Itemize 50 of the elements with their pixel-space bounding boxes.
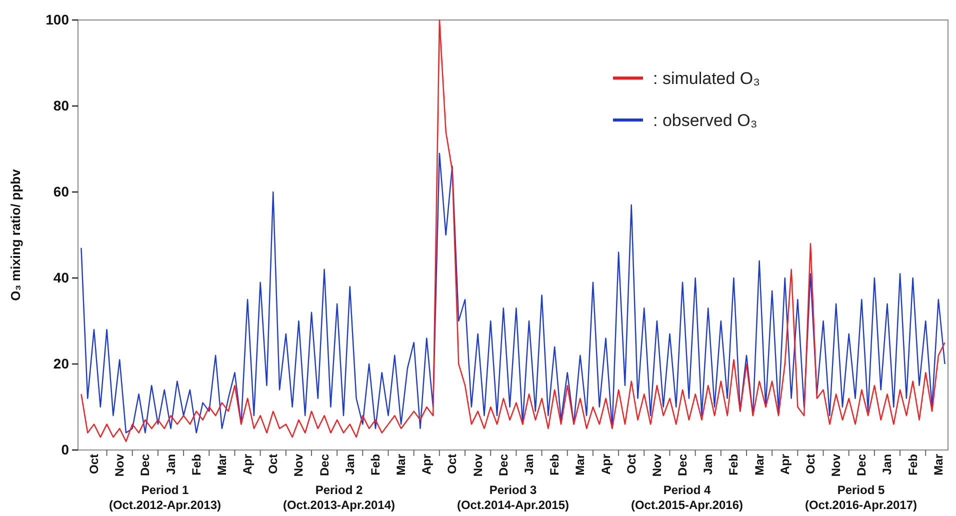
legend-label: : simulated O₃ bbox=[653, 69, 760, 88]
x-tick-label: Dec bbox=[676, 454, 690, 476]
x-tick-label: Feb bbox=[368, 454, 382, 476]
x-tick-label: Apr bbox=[420, 454, 434, 475]
x-tick-label: Nov bbox=[829, 454, 844, 477]
x-tick-label: Mar bbox=[752, 454, 766, 476]
x-tick-label: Mar bbox=[214, 454, 229, 476]
text: Period 5 (Oct.2016-Apr.2017) bbox=[804, 483, 918, 512]
x-tick-label: Nov bbox=[292, 454, 306, 477]
x-tick-label: Mar bbox=[931, 454, 946, 476]
x-tick-label: Feb bbox=[189, 454, 204, 476]
x-tick-label: Nov bbox=[112, 454, 127, 477]
x-tick-label: Oct bbox=[266, 454, 280, 474]
y-tick-label: 100 bbox=[46, 11, 70, 28]
text: Period 4 (Oct.2015-Apr.2016) bbox=[630, 483, 744, 512]
x-tick-label: Dec bbox=[854, 454, 869, 476]
text: Period 1 (Oct.2012-Apr.2013) bbox=[108, 483, 222, 512]
x-tick-label: Dec bbox=[496, 454, 510, 476]
x-tick-label: Oct bbox=[803, 454, 818, 474]
x-tick-label: Oct bbox=[624, 454, 638, 474]
y-axis-title: O₃ mixing ratio/ ppbv bbox=[8, 168, 23, 301]
x-tick-label: Jan bbox=[701, 454, 716, 475]
x-tick-label: Nov bbox=[470, 454, 485, 477]
x-tick-label: Apr bbox=[598, 454, 613, 475]
x-tick-label: Feb bbox=[548, 454, 562, 476]
x-tick-label: Oct bbox=[445, 454, 460, 474]
y-tick-label: 80 bbox=[53, 97, 70, 114]
x-tick-label: Feb bbox=[906, 454, 920, 476]
line-series bbox=[80, 19, 946, 442]
y-tick-label: 60 bbox=[53, 183, 70, 200]
text: Period 2 (Oct.2013-Apr.2014) bbox=[282, 483, 396, 512]
x-tick-label: Jan bbox=[880, 454, 894, 475]
line-series bbox=[80, 152, 946, 434]
text: Period 3 (Oct.2014-Apr.2015) bbox=[456, 483, 570, 512]
x-tick-label: Jan bbox=[164, 454, 178, 475]
x-tick-label: Jan bbox=[522, 454, 536, 475]
x-tick-label: Dec bbox=[317, 454, 332, 476]
x-tick-label: Dec bbox=[138, 454, 152, 476]
y-tick-label: 0 bbox=[61, 441, 70, 458]
x-tick-label: Feb bbox=[726, 454, 741, 476]
x-tick-label: Nov bbox=[650, 454, 664, 477]
x-tick-label: Apr bbox=[778, 454, 792, 475]
x-tick-label: Apr bbox=[240, 454, 255, 475]
y-tick-label: 20 bbox=[53, 355, 70, 372]
x-tick-label: Oct bbox=[86, 454, 101, 474]
legend-label: : observed O₃ bbox=[653, 111, 758, 130]
x-tick-label: Mar bbox=[573, 454, 588, 476]
x-tick-label: Jan bbox=[342, 454, 357, 475]
y-tick-label: 40 bbox=[53, 269, 70, 286]
x-tick-label: Mar bbox=[394, 454, 408, 476]
